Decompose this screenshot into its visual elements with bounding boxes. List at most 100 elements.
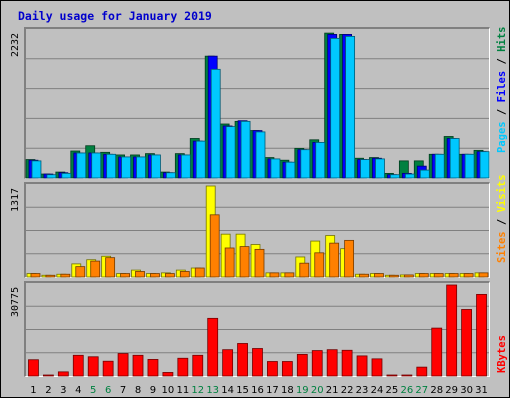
bar-sites-13 <box>209 214 220 278</box>
bar-sites-2 <box>45 274 56 278</box>
legend-top-part: / <box>496 109 508 122</box>
x-tick-label: 10 <box>162 385 175 396</box>
x-tick-label: 1 <box>30 385 36 396</box>
bar-pages-6 <box>106 153 117 179</box>
bar-pages-27 <box>419 169 430 179</box>
bar-kbytes-16 <box>252 348 263 377</box>
bar-sites-14 <box>224 247 235 278</box>
bar-pages-18 <box>285 161 296 179</box>
bar-sites-10 <box>164 273 175 278</box>
legend-middle-part: Sites <box>496 231 508 263</box>
bar-sites-26 <box>403 274 414 278</box>
bar-kbytes-7 <box>117 353 129 377</box>
bar-kbytes-18 <box>281 361 293 377</box>
bar-pages-13 <box>210 68 221 179</box>
bar-pages-4 <box>76 152 87 179</box>
bar-sites-21 <box>329 242 340 278</box>
bar-sites-9 <box>150 273 160 278</box>
bar-sites-16 <box>254 248 265 278</box>
bar-sites-31 <box>478 272 489 278</box>
x-tick-label: 20 <box>311 385 324 396</box>
x-tick-label: 12 <box>191 385 204 396</box>
x-tick-label: 11 <box>176 385 189 396</box>
bar-kbytes-20 <box>311 350 323 377</box>
bar-pages-7 <box>121 156 131 179</box>
bar-sites-28 <box>433 273 444 278</box>
bar-pages-5 <box>91 152 102 179</box>
bar-pages-21 <box>330 37 341 179</box>
x-tick-label: 23 <box>356 385 369 396</box>
legend-top: Pages / Files / Hits <box>496 27 508 153</box>
bar-sites-25 <box>389 274 399 278</box>
bar-pages-28 <box>434 153 445 179</box>
bar-sites-8 <box>135 271 145 278</box>
legend-middle-part: Visits <box>496 174 508 218</box>
bar-sites-17 <box>269 272 280 278</box>
bar-pages-23 <box>360 159 370 179</box>
bar-pages-30 <box>464 153 475 179</box>
bar-sites-3 <box>60 273 71 278</box>
bar-kbytes-26 <box>401 374 413 377</box>
bar-pages-15 <box>240 120 251 179</box>
x-tick-label: 22 <box>341 385 354 396</box>
x-tick-label: 6 <box>105 385 111 396</box>
x-tick-label: 31 <box>475 385 488 396</box>
x-tick-label: 3 <box>60 385 66 396</box>
legend-middle: Sites / Visits <box>496 174 508 263</box>
bar-sites-4 <box>75 266 86 278</box>
legend-top-part: / <box>496 58 508 71</box>
bar-kbytes-3 <box>57 371 69 377</box>
bar-kbytes-28 <box>431 327 443 377</box>
bar-kbytes-23 <box>356 355 368 377</box>
bar-sites-22 <box>344 239 355 278</box>
bar-kbytes-31 <box>476 293 487 377</box>
bar-kbytes-1 <box>28 359 39 377</box>
x-tick-label: 29 <box>445 385 458 396</box>
bar-kbytes-14 <box>222 349 234 377</box>
bar-pages-3 <box>61 172 72 179</box>
bar-sites-27 <box>418 273 429 278</box>
x-tick-label: 28 <box>430 385 443 396</box>
bar-kbytes-6 <box>102 360 114 377</box>
legend-top-part: Hits <box>496 27 508 59</box>
x-tick-label: 5 <box>90 385 96 396</box>
x-tick-label: 25 <box>386 385 399 396</box>
bar-pages-1 <box>31 160 42 179</box>
bar-kbytes-19 <box>296 354 308 377</box>
x-tick-label: 18 <box>281 385 294 396</box>
bar-kbytes-21 <box>326 349 338 377</box>
bar-pages-12 <box>195 140 206 179</box>
bar-pages-10 <box>165 172 176 179</box>
bar-kbytes-2 <box>43 374 54 377</box>
bar-sites-7 <box>120 273 130 278</box>
bar-kbytes-15 <box>237 343 248 377</box>
bar-kbytes-24 <box>371 358 383 377</box>
bar-pages-17 <box>270 158 281 179</box>
bar-kbytes-9 <box>147 359 159 377</box>
legend-bottom-part: KBytes <box>496 335 508 373</box>
legend-top-part: Pages <box>496 121 508 153</box>
x-tick-label: 26 <box>400 385 413 396</box>
bar-kbytes-22 <box>341 349 353 377</box>
bar-sites-30 <box>463 273 474 278</box>
bar-kbytes-27 <box>416 366 428 377</box>
bar-kbytes-10 <box>162 372 174 377</box>
bar-kbytes-4 <box>72 354 84 377</box>
legend-middle-part: / <box>496 219 508 232</box>
bar-sites-1 <box>30 273 41 278</box>
bar-pages-31 <box>479 151 490 179</box>
bar-pages-2 <box>46 174 57 179</box>
bar-pages-16 <box>255 131 266 179</box>
bar-pages-24 <box>375 158 385 179</box>
x-tick-label: 15 <box>236 385 249 396</box>
bar-pages-11 <box>180 154 191 179</box>
x-tick-label: 4 <box>75 385 81 396</box>
bar-pages-29 <box>449 138 460 179</box>
x-tick-label: 16 <box>251 385 264 396</box>
bar-kbytes-11 <box>177 357 189 377</box>
x-tick-label: 27 <box>415 385 428 396</box>
chart-title: Daily usage for January 2019 <box>18 9 212 23</box>
bar-pages-14 <box>225 126 236 179</box>
